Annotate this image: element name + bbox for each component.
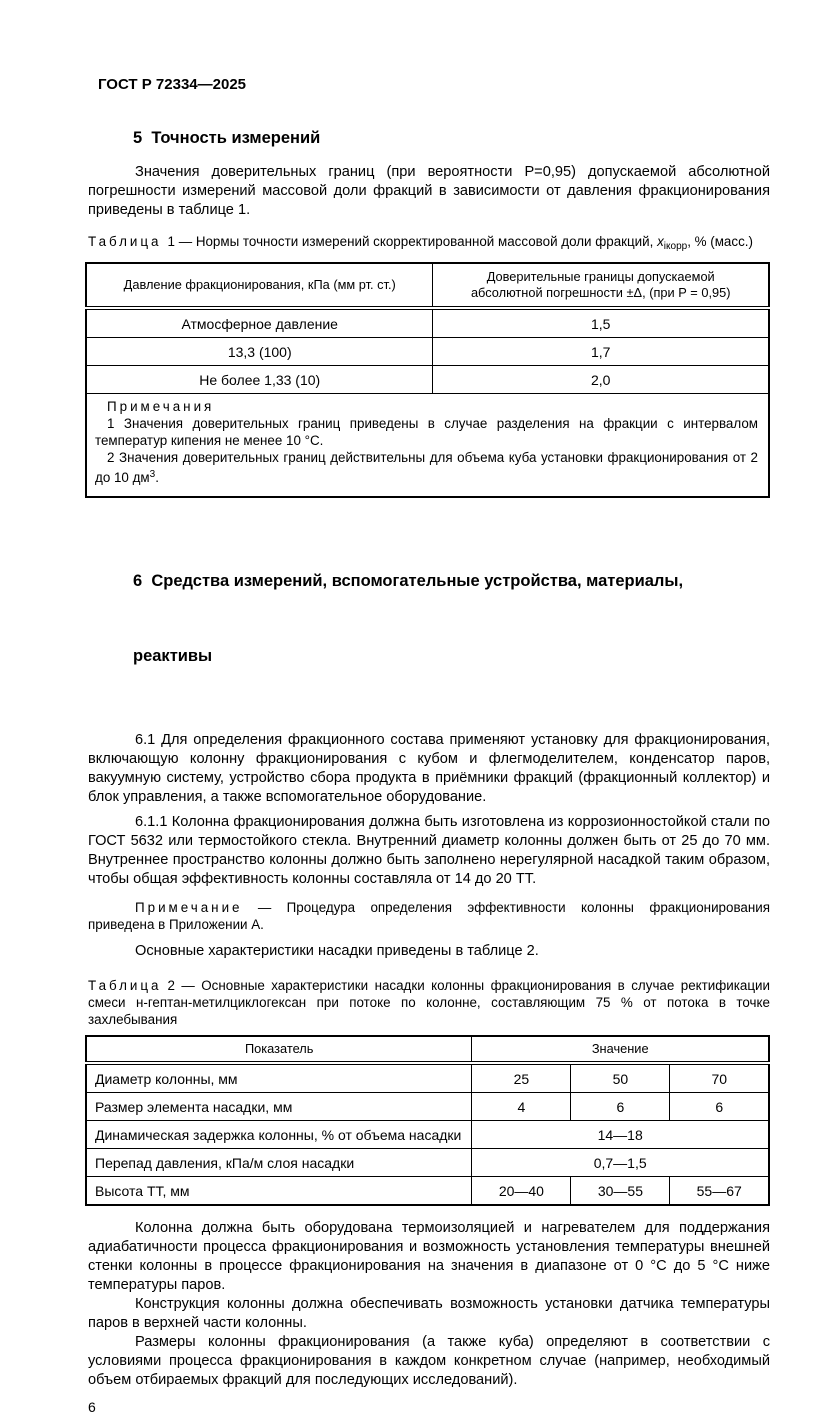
table-2-label-cell: Диаметр колонны, мм	[85, 1062, 473, 1093]
table-1-note-1: 1 Значения доверительных границ приведен…	[95, 416, 758, 448]
table-2-caption: Таблица 2 — Основные характеристики насад…	[88, 977, 770, 1028]
table-1-notes-row: Примечания 1 Значения доверительных гран…	[85, 393, 770, 498]
table-2-value-header: Значение	[471, 1035, 770, 1065]
section-5-paragraph: Значения доверительных границ (при вероя…	[88, 164, 770, 218]
table-2-span-value-cell: 14—18	[471, 1120, 770, 1149]
table-2: Показатель Значение Диаметр колонны, мм …	[85, 1035, 770, 1206]
closing-paragraph-3: Размеры колонны фракционирования (а такж…	[88, 1334, 770, 1388]
table-1-note-2-end: .	[155, 470, 159, 485]
table-row: 13,3 (100) 1,7	[85, 337, 770, 366]
table-2-label-cell: Динамическая задержка колонны, % от объе…	[85, 1120, 473, 1149]
table-row: Диаметр колонны, мм 25 50 70	[85, 1062, 770, 1093]
section-6-note-label: Примечание	[135, 900, 243, 915]
table-2-indicator-header: Показатель	[85, 1035, 473, 1065]
table-1-notes-title: Примечания	[107, 399, 215, 414]
table-1-limit-cell: 2,0	[432, 365, 770, 394]
table-2-value-cell: 6	[570, 1092, 671, 1121]
table-row: Не более 1,33 (10) 2,0	[85, 365, 770, 394]
table-1-caption-tail: , % (масс.)	[687, 234, 753, 249]
table-1-header-row: Давление фракционирования, кПа (мм рт. с…	[85, 262, 770, 310]
section-6-title-line-2: реактивы	[133, 647, 213, 665]
table-1-note-2: 2 Значения доверительных границ действит…	[95, 449, 758, 486]
section-6-note: Примечание — Процедура определения эффек…	[88, 899, 770, 933]
table-1-limit-cell: 1,5	[432, 307, 770, 338]
table-1-limit-cell: 1,7	[432, 337, 770, 366]
table-row: Атмосферное давление 1,5	[85, 307, 770, 338]
table-2-span-value-cell: 0,7—1,5	[471, 1148, 770, 1177]
table-2-label-cell: Высота ТТ, мм	[85, 1176, 473, 1206]
table-2-value-cell: 50	[570, 1062, 671, 1093]
table-1-pressure-cell: 13,3 (100)	[85, 337, 434, 366]
section-6-note-text: — Процедура определения эффективности ко…	[88, 900, 770, 932]
paragraph-6-1-1: 6.1.1 Колонна фракционирования должна бы…	[88, 814, 770, 887]
table-1-note-2-superscript: 3	[149, 469, 156, 480]
table-2-label-cell: Размер элемента насадки, мм	[85, 1092, 473, 1121]
table-1-caption-number: 1	[167, 234, 175, 249]
table-2-label-cell: Перепад давления, кПа/м слоя насадки	[85, 1148, 473, 1177]
table-2-value-cell: 25	[471, 1062, 572, 1093]
table-1-caption-subscript: iкорр	[663, 241, 688, 252]
table-2-value-cell: 70	[669, 1062, 770, 1093]
table-2-caption-number: 2	[167, 978, 175, 993]
section-6-title-line-1: 6 Средства измерений, вспомогательные ус…	[133, 572, 684, 590]
table-2-value-cell: 55—67	[669, 1176, 770, 1206]
table-1-caption-text: Нормы точности измерений скорректированн…	[195, 234, 658, 249]
table-1-note-2-text: 2 Значения доверительных границ действит…	[95, 450, 758, 485]
table-2-value-cell: 20—40	[471, 1176, 572, 1206]
table-2-caption-label: Таблица	[88, 978, 162, 993]
table-1: Давление фракционирования, кПа (мм рт. с…	[85, 262, 770, 498]
table-1-pressure-cell: Не более 1,33 (10)	[85, 365, 434, 394]
table-1-caption-label: Таблица	[88, 234, 162, 249]
table-1-caption: Таблица 1 — Нормы точности измерений скор…	[88, 233, 770, 255]
page-number: 6	[88, 1399, 96, 1415]
table-1-col1-header: Давление фракционирования, кПа (мм рт. с…	[85, 262, 434, 310]
table-2-value-cell: 30—55	[570, 1176, 671, 1206]
table-2-value-cell: 4	[471, 1092, 572, 1121]
section-5-title: 5 Точность измерений	[133, 129, 321, 147]
table-1-notes-cell: Примечания 1 Значения доверительных гран…	[85, 393, 770, 498]
table-1-pressure-cell: Атмосферное давление	[85, 307, 434, 338]
table-2-caption-dash: —	[174, 978, 202, 993]
table-1-col2-header: Доверительные границы допускаемой абсолю…	[432, 262, 770, 310]
document-header: ГОСТ Р 72334—2025	[98, 76, 247, 93]
table-row: Перепад давления, кПа/м слоя насадки 0,7…	[85, 1148, 770, 1177]
table-row: Динамическая задержка колонны, % от объе…	[85, 1120, 770, 1149]
table-2-caption-text: Основные характеристики насадки колонны …	[88, 978, 770, 1027]
document-page: ГОСТ Р 72334—2025 5 Точность измерений З…	[85, 0, 770, 1415]
table-row: Высота ТТ, мм 20—40 30—55 55—67	[85, 1176, 770, 1206]
table-2-header-row: Показатель Значение	[85, 1035, 770, 1065]
table-1-caption-dash: —	[174, 234, 196, 249]
table-row: Размер элемента насадки, мм 4 6 6	[85, 1092, 770, 1121]
paragraph-intro-table-2: Основные характеристики насадки приведен…	[135, 943, 539, 959]
paragraph-6-1: 6.1 Для определения фракционного состава…	[88, 732, 770, 805]
section-6-title: 6 Средства измерений, вспомогательные ус…	[88, 519, 770, 719]
table-2-value-cell: 6	[669, 1092, 770, 1121]
closing-paragraph-2: Конструкция колонны должна обеспечивать …	[88, 1296, 770, 1331]
table-1-caption-variable: x	[657, 234, 664, 249]
closing-paragraph-1: Колонна должна быть оборудована термоизо…	[88, 1220, 770, 1293]
